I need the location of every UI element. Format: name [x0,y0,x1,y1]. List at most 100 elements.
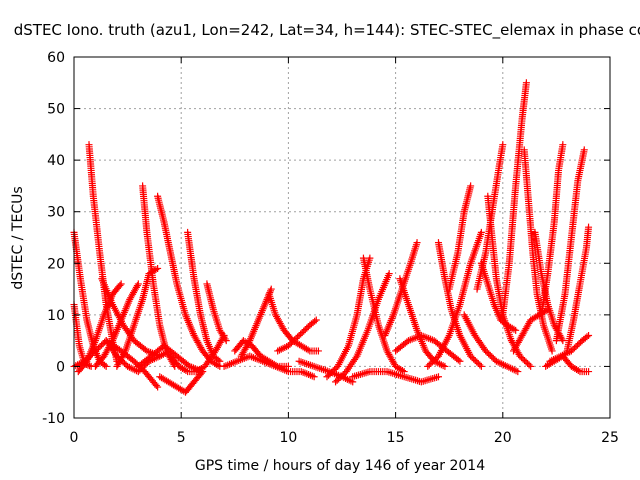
data-point [102,362,110,370]
data-point [585,223,593,231]
data-point [95,344,103,352]
data-point [289,337,297,345]
y-tick-label: 30 [47,205,65,221]
data-point [574,341,582,349]
data-point [434,373,442,381]
data-point [294,333,302,341]
data-point [182,367,190,375]
data-point [427,359,435,367]
data-point [470,355,478,363]
data-point [298,329,306,337]
data-point [98,341,106,349]
data-point [116,281,124,289]
data-point [430,357,438,365]
data-point [510,325,518,333]
data-point [119,358,127,366]
data-point [385,270,393,278]
data-point [297,330,305,338]
y-tick-label: 60 [47,50,65,66]
data-point [488,353,496,361]
x-tick-label: 25 [601,430,619,446]
data-point [333,376,341,384]
data-point [424,362,432,370]
data-point [567,347,575,355]
data-point [486,351,494,359]
data-point [548,347,556,355]
data-point [134,280,142,288]
data-point [116,355,124,363]
data-point [314,347,322,355]
x-tick-label: 20 [494,430,512,446]
data-point [154,264,162,272]
data-point [114,354,122,362]
data-point [152,382,160,390]
data-point [310,373,318,381]
data-point [467,182,475,190]
data-point [272,361,280,369]
data-point [326,370,334,378]
data-point [214,356,222,364]
data-point [304,346,312,354]
data-point [585,331,593,339]
data-point [338,372,346,380]
data-point [284,362,292,370]
data-point [121,349,129,357]
data-point [441,362,449,370]
data-point [569,345,577,353]
data-point [572,343,580,351]
data-point [467,352,475,360]
x-tick-label: 10 [279,430,297,446]
data-point [527,362,535,370]
data-point [156,352,164,360]
data-point [221,335,229,343]
data-point [522,79,530,87]
data-point [295,331,303,339]
data-point [583,333,591,341]
y-axis-label: dSTEC / TECUs [10,186,26,289]
x-tick-label: 15 [387,430,405,446]
data-point [456,357,464,365]
data-point [514,368,522,376]
data-point [570,344,578,352]
data-point [325,371,333,379]
data-point [524,359,532,367]
data-point [489,354,497,362]
data-point [352,354,360,362]
data-point [117,357,125,365]
y-tick-label: 40 [47,153,65,169]
data-point [331,365,339,373]
data-point [366,254,374,262]
x-tick-label: 5 [177,430,186,446]
data-point [339,371,347,379]
data-point [222,337,230,345]
data-point [413,239,421,247]
data-point [284,342,292,350]
data-point [468,354,476,362]
x-tick-label: 0 [70,430,79,446]
data-point [323,373,331,381]
data-point [312,316,320,324]
data-point [96,343,104,351]
data-point [574,367,582,375]
data-point [303,324,311,332]
data-point [245,338,253,346]
data-point [117,280,125,288]
data-point [86,362,94,370]
data-point [525,361,533,369]
data-point [559,141,567,149]
data-point [473,358,481,366]
data-point [476,361,484,369]
data-point [292,334,300,342]
chart-title: dSTEC Iono. truth (azu1, Lon=242, Lat=34… [14,21,640,40]
y-tick-label: 20 [47,256,65,272]
data-point [519,355,527,363]
y-tick-label: 0 [56,359,65,375]
data-point [152,265,160,273]
data-points [70,79,593,396]
plot-frame [73,56,611,419]
data-point [311,317,319,325]
data-point [516,352,524,360]
data-point [121,359,129,367]
axis-ticks: 0 5 10 15 20 25 -10 0 10 20 30 40 50 60 [42,50,619,446]
